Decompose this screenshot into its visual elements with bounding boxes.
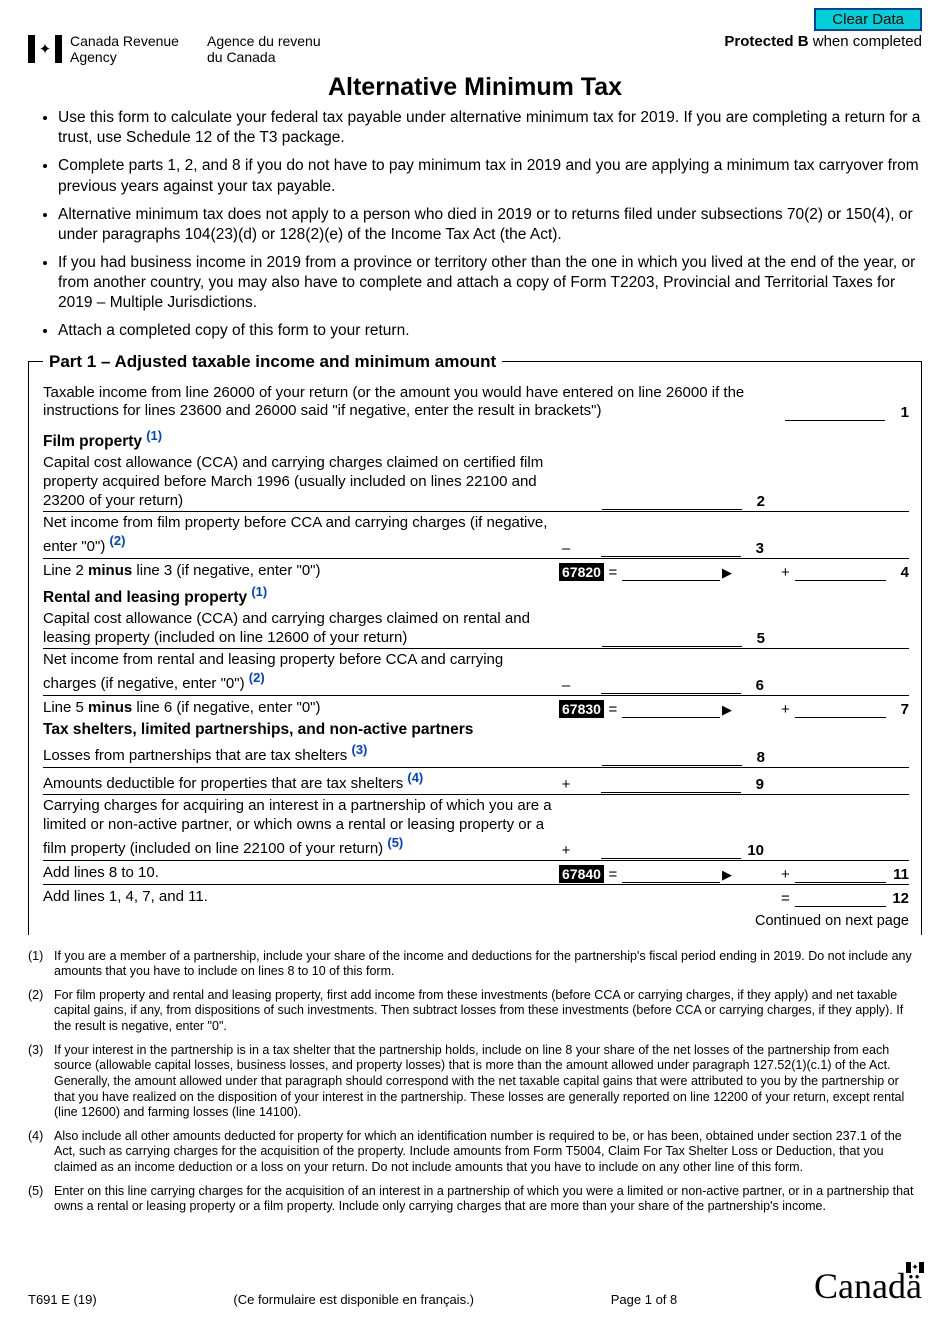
agency-name-block: Canada Revenue Agency Agence du revenu d… (70, 33, 321, 65)
line7-num: 7 (889, 701, 909, 718)
fn-num: (5) (28, 1184, 54, 1215)
line12-field[interactable] (795, 887, 886, 907)
line9-desc: Amounts deductible for properties that a… (43, 770, 559, 794)
footnote-ref-3: (3) (351, 742, 367, 757)
fn-num: (4) (28, 1129, 54, 1176)
line3-num: 3 (744, 540, 764, 557)
fn-text: If you are a member of a partnership, in… (54, 949, 922, 980)
line5-num: 5 (745, 630, 765, 647)
line7-code: 67830 (559, 700, 604, 718)
arrow-icon: ▶ (722, 867, 732, 883)
intro-item: Attach a completed copy of this form to … (58, 321, 922, 341)
line3-field[interactable] (601, 537, 741, 557)
intro-item: Alternative minimum tax does not apply t… (58, 205, 922, 245)
line5-desc: Capital cost allowance (CCA) and carryin… (43, 610, 559, 648)
line2-field[interactable] (602, 490, 742, 510)
french-note: (Ce formulaire est disponible en françai… (233, 1292, 474, 1307)
line10-num: 10 (744, 842, 764, 859)
canada-flag-icon: ✦ (28, 35, 62, 63)
line4-desc: Line 2 minus line 3 (if negative, enter … (43, 562, 559, 581)
agency-fr-line2: du Canada (207, 49, 321, 65)
clear-data-button[interactable]: Clear Data (814, 8, 922, 31)
line2-desc: Capital cost allowance (CCA) and carryin… (43, 454, 559, 510)
fn-num: (3) (28, 1043, 54, 1121)
page-title: Alternative Minimum Tax (28, 73, 922, 102)
footnotes-block: (1)If you are a member of a partnership,… (28, 949, 922, 1215)
line7-desc: Line 5 minus line 6 (if negative, enter … (43, 699, 559, 718)
line10-desc: Carrying charges for acquiring an intere… (43, 797, 559, 858)
line10-field[interactable] (601, 839, 741, 859)
line1-desc: Taxable income from line 26000 of your r… (43, 384, 763, 422)
form-code: T691 E (19) (28, 1292, 97, 1307)
line11-num: 11 (889, 866, 909, 883)
line7-field-b[interactable] (795, 698, 886, 718)
footnote-ref-2b: (2) (249, 670, 265, 685)
canada-wordmark: Canadä ✦ (814, 1265, 922, 1307)
fn-text: Also include all other amounts deducted … (54, 1129, 922, 1176)
line4-field-b[interactable] (795, 561, 886, 581)
shelter-heading: Tax shelters, limited partnerships, and … (43, 721, 473, 738)
line12-desc: Add lines 1, 4, 7, and 11. (43, 888, 779, 907)
footnote-ref-1b: (1) (251, 584, 267, 599)
line1-num: 1 (889, 404, 909, 421)
part1-fieldset: Part 1 – Adjusted taxable income and min… (28, 352, 922, 935)
line6-num: 6 (744, 677, 764, 694)
fn-text: If your interest in the partnership is i… (54, 1043, 922, 1121)
fn-num: (2) (28, 988, 54, 1035)
line11-field-b[interactable] (795, 863, 886, 883)
line6-desc: Net income from rental and leasing prope… (43, 651, 559, 694)
arrow-icon: ▶ (722, 702, 732, 718)
footnote-ref-2: (2) (110, 533, 126, 548)
line11-field-a[interactable] (622, 863, 720, 883)
rental-heading: Rental and leasing property (43, 589, 247, 606)
line6-field[interactable] (601, 674, 741, 694)
footnote-ref-4: (4) (407, 770, 423, 785)
line12-num: 12 (889, 890, 909, 907)
line4-field-a[interactable] (622, 561, 720, 581)
intro-item: Complete parts 1, 2, and 8 if you do not… (58, 156, 922, 196)
line4-code: 67820 (559, 563, 604, 581)
protected-label: Protected B when completed (724, 33, 922, 50)
fn-num: (1) (28, 949, 54, 980)
agency-en-line1: Canada Revenue (70, 33, 179, 49)
page-number: Page 1 of 8 (611, 1292, 678, 1307)
intro-item: Use this form to calculate your federal … (58, 108, 922, 148)
fn-text: For film property and rental and leasing… (54, 988, 922, 1035)
line5-field[interactable] (602, 627, 742, 647)
line2-num: 2 (745, 493, 765, 510)
line11-desc: Add lines 8 to 10. (43, 864, 559, 883)
arrow-icon: ▶ (722, 565, 732, 581)
line9-field[interactable] (601, 773, 741, 793)
film-heading: Film property (43, 433, 142, 450)
wordmark-flag-icon: ✦ (906, 1262, 924, 1273)
line11-code: 67840 (559, 865, 604, 883)
fn-text: Enter on this line carrying charges for … (54, 1184, 922, 1215)
line1-field[interactable] (785, 401, 885, 421)
part1-legend: Part 1 – Adjusted taxable income and min… (43, 352, 502, 372)
intro-list: Use this form to calculate your federal … (28, 108, 922, 341)
continued-label: Continued on next page (43, 913, 909, 929)
minus-op: – (559, 540, 573, 557)
agency-en-line2: Agency (70, 49, 179, 65)
footnote-ref-5: (5) (387, 835, 403, 850)
line8-field[interactable] (602, 746, 742, 766)
line8-num: 8 (745, 749, 765, 766)
line8-desc: Losses from partnerships that are tax sh… (43, 742, 559, 766)
line9-num: 9 (744, 776, 764, 793)
line4-num: 4 (889, 564, 909, 581)
line3-desc: Net income from film property before CCA… (43, 514, 559, 557)
footnote-ref-1: (1) (146, 428, 162, 443)
agency-fr-line1: Agence du revenu (207, 33, 321, 49)
line7-field-a[interactable] (622, 698, 720, 718)
intro-item: If you had business income in 2019 from … (58, 253, 922, 313)
